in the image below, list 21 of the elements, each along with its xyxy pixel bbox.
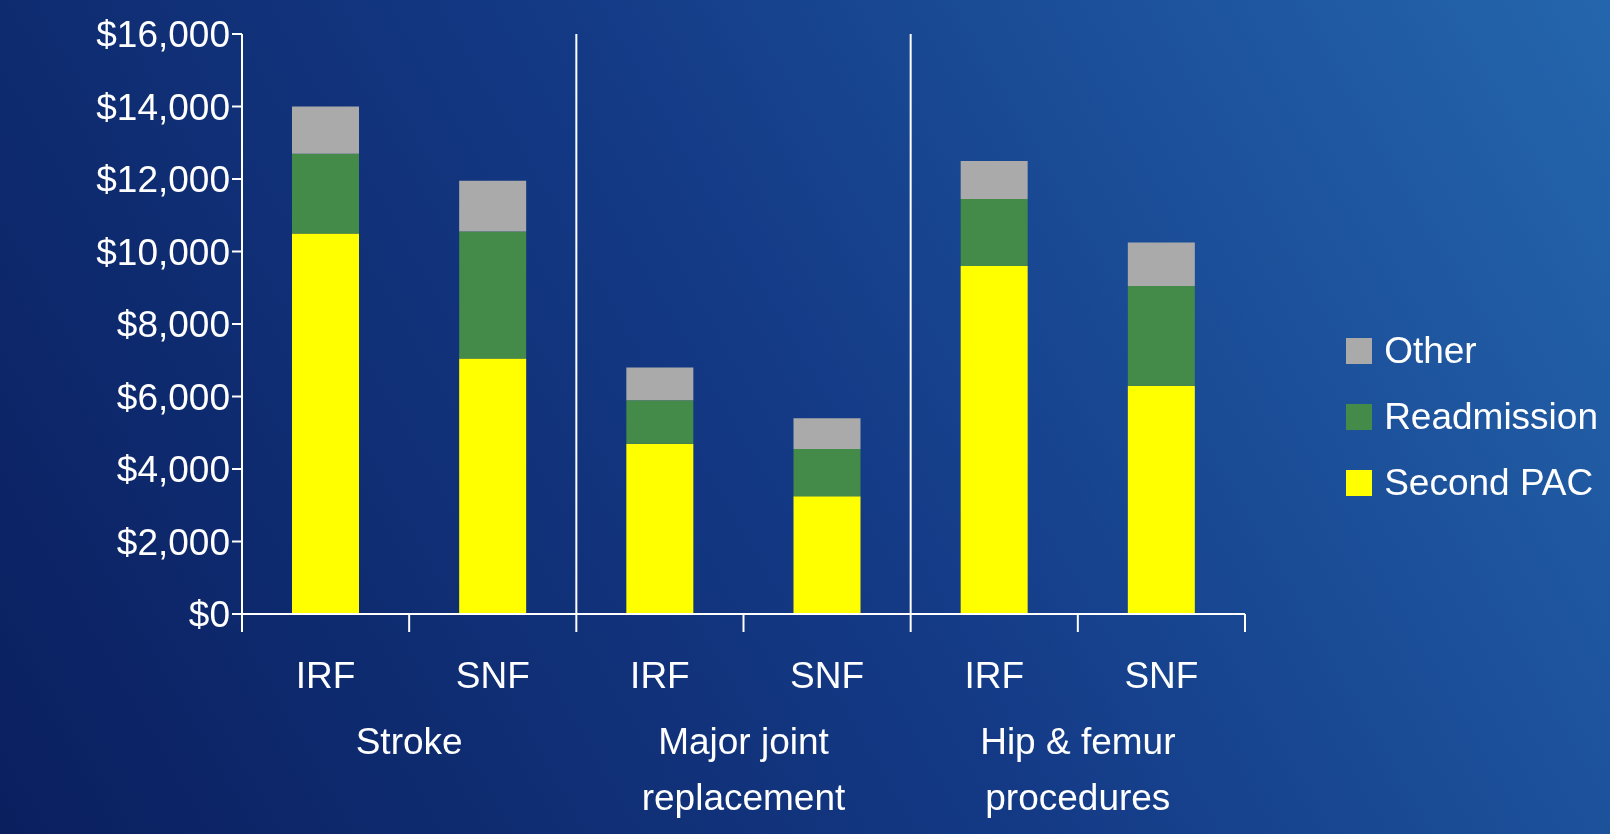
text: Stroke [355,721,463,762]
x-tick-label: IRF [964,655,1025,696]
legend-label: Second PAC [1384,461,1594,505]
legend-label: Readmission [1384,395,1598,439]
x-tick-label: SNF [790,655,865,696]
y-tick-label: $2,000 [116,521,230,563]
x-tick-label: IRF [630,655,690,696]
y-tick-label: $6,000 [116,376,230,418]
y-tick-label: $4,000 [116,449,230,491]
legend-label: Other [1384,329,1477,373]
y-tick-label: $0 [188,594,230,636]
y-tick-label: $8,000 [116,304,230,346]
x-tick-label: SNF [455,655,530,696]
y-tick-label: $10,000 [96,231,230,273]
y-tick-label: $14,000 [96,86,230,128]
y-tick-label: $16,000 [96,14,230,56]
x-tick-label: IRF [295,655,356,696]
x-tick-label: SNF [1124,655,1199,696]
text: Major joint replacement [641,721,847,818]
text: Hip & femur procedures [980,721,1176,818]
y-tick-label: $12,000 [96,159,230,201]
